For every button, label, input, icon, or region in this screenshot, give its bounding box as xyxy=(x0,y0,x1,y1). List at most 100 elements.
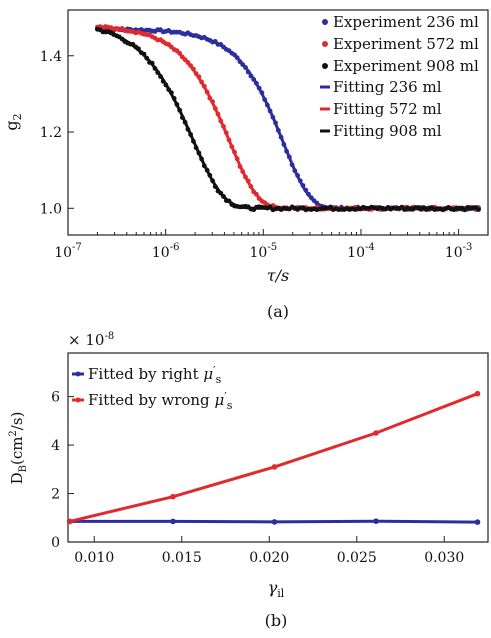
panel-a-data-point xyxy=(182,119,188,125)
legend-label-exp-236: Experiment 236 ml xyxy=(333,13,479,31)
panel-a-data-point xyxy=(300,183,306,188)
panel-a-data-point xyxy=(218,118,224,124)
panel-a-data-point xyxy=(174,102,180,107)
panel-a-data-point xyxy=(160,78,166,84)
panel-b-series-line xyxy=(69,392,479,523)
panel-a-data-point xyxy=(204,89,210,95)
panel-a-x-tick-label: 10-5 xyxy=(250,242,278,261)
panel-a-x-tick-label: 10-3 xyxy=(445,242,473,261)
panel-a-data-point xyxy=(278,134,284,140)
panel-a-data-point xyxy=(191,138,196,144)
panel-a-data-point xyxy=(284,148,289,154)
panel-a-data-point xyxy=(237,164,243,169)
panel-a-data-point xyxy=(207,172,213,178)
panel-a-data-point xyxy=(226,137,232,143)
legend-marker-exp-236 xyxy=(322,19,328,25)
panel-a-data-point xyxy=(215,111,221,117)
panel-a-data-point xyxy=(234,156,240,162)
panel-a-data-point xyxy=(281,142,287,147)
panel-a-data-point xyxy=(188,132,194,137)
panel-a-data-point xyxy=(245,69,251,75)
panel-a-data-point xyxy=(306,191,311,197)
panel-a-data-point xyxy=(149,60,155,66)
panel-b-legend: Fitted by right μ′s Fitted by wrong μ′s xyxy=(72,364,233,412)
panel-a-data-point xyxy=(201,83,207,89)
panel-a-data-point xyxy=(193,145,199,151)
panel-a-y-tick-label: 1.0 xyxy=(40,201,62,217)
panel-a-data-point xyxy=(169,90,174,96)
legend-label-right: Fitted by right μ′s xyxy=(88,364,222,386)
panel-b-data-point xyxy=(474,519,481,525)
panel-b-x-ticks: 0.010 0.015 0.020 0.025 0.030 xyxy=(74,536,464,566)
panel-b-y-multiplier-base: × 10 xyxy=(68,331,104,349)
panel-b-x-tick-label: 0.015 xyxy=(162,550,202,566)
panel-b-x-tick-label: 0.030 xyxy=(424,550,464,566)
panel-a-data-point xyxy=(212,106,218,111)
panel-a-data-point xyxy=(204,167,210,173)
panel-a-y-tick-label: 1.2 xyxy=(40,125,62,141)
panel-a-x-tick-label: 10-4 xyxy=(347,242,375,261)
panel-a-data-point xyxy=(243,65,248,70)
panel-b-data-point xyxy=(474,390,481,397)
panel-a-data-point xyxy=(166,87,172,92)
panel-a-data-point xyxy=(248,73,254,79)
legend-dot-wrong xyxy=(75,397,81,403)
legend-wrong-main: Fitted by wrong xyxy=(88,391,214,409)
panel-b-y-multiplier: × 10-8 xyxy=(68,331,114,349)
panel-b-x-label-main: γ xyxy=(268,578,278,597)
panel-a-y-label-main: g xyxy=(2,120,21,130)
panel-a-data-point xyxy=(144,55,150,61)
panel-b-data-point xyxy=(373,518,379,524)
panel-b-data-point xyxy=(373,430,379,436)
panel-a-data-point xyxy=(163,82,169,88)
legend-right-main: Fitted by right xyxy=(88,365,203,383)
panel-b-y-label-tail: (cm xyxy=(8,437,26,465)
panel-a-data-point xyxy=(292,168,298,174)
panel-a-data-point xyxy=(201,163,207,169)
panel-b-points xyxy=(66,390,481,525)
panel-a-data-point xyxy=(185,126,191,132)
panel-b-y-tick-label: 4 xyxy=(51,438,60,454)
panel-b-x-tick-label: 0.010 xyxy=(74,550,114,566)
panel-a-data-point xyxy=(262,97,268,102)
panel-a-data-point xyxy=(276,127,281,133)
panel-b-y-tick-label: 2 xyxy=(51,487,60,503)
panel-a-x-ticks: 10-7 10-6 10-5 10-4 10-3 xyxy=(54,229,489,261)
panel-b-y-label-main: D xyxy=(8,472,26,484)
panel-b-y-tick-label: 0 xyxy=(51,535,60,551)
panel-a-data-point xyxy=(196,150,202,156)
panel-a-data-point xyxy=(191,66,196,72)
panel-a-data-point xyxy=(251,77,257,82)
panel-b-data-point xyxy=(66,518,73,525)
panel-b-data-point xyxy=(271,464,278,470)
panel-b-data-point xyxy=(170,493,176,500)
panel-a-data-point xyxy=(234,55,240,61)
panel-a-data-point xyxy=(193,71,199,76)
panel-a-data-point xyxy=(196,74,202,80)
panel-b-y-label-sub: B xyxy=(18,465,29,472)
panel-a-data-point xyxy=(158,74,163,79)
panel-b-y-axis-label: DB(cm2/s) xyxy=(8,412,29,485)
legend-label-wrong: Fitted by wrong μ′s xyxy=(88,390,233,412)
panel-a-caption: (a) xyxy=(267,302,289,321)
panel-a-data-point xyxy=(221,124,226,129)
panel-a-data-point xyxy=(476,207,481,213)
panel-a-data-point xyxy=(141,51,147,57)
panel-b-data-point xyxy=(271,519,278,525)
panel-a-data-point xyxy=(303,187,309,193)
panel-a-data-point xyxy=(185,60,191,65)
panel-b-y-label-end: /s) xyxy=(8,412,26,431)
panel-a-data-point xyxy=(240,169,246,175)
panel-a-data-point xyxy=(295,173,300,178)
panel-b-x-label-sub: il xyxy=(277,587,285,600)
panel-a-data-point xyxy=(180,115,185,120)
legend-right-mu: μ xyxy=(203,365,213,383)
panel-a-data-point xyxy=(270,114,276,120)
panel-a-data-point xyxy=(273,120,278,126)
panel-a-y-label-sub: 2 xyxy=(11,113,24,120)
panel-a: 10-7 10-6 10-5 10-4 10-3 1.0 1.2 1.4 g2 τ/s (a… xyxy=(2,9,489,321)
legend-wrong-sub: s xyxy=(227,399,233,412)
legend-marker-exp-908 xyxy=(322,63,328,69)
panel-a-data-point xyxy=(207,95,213,101)
